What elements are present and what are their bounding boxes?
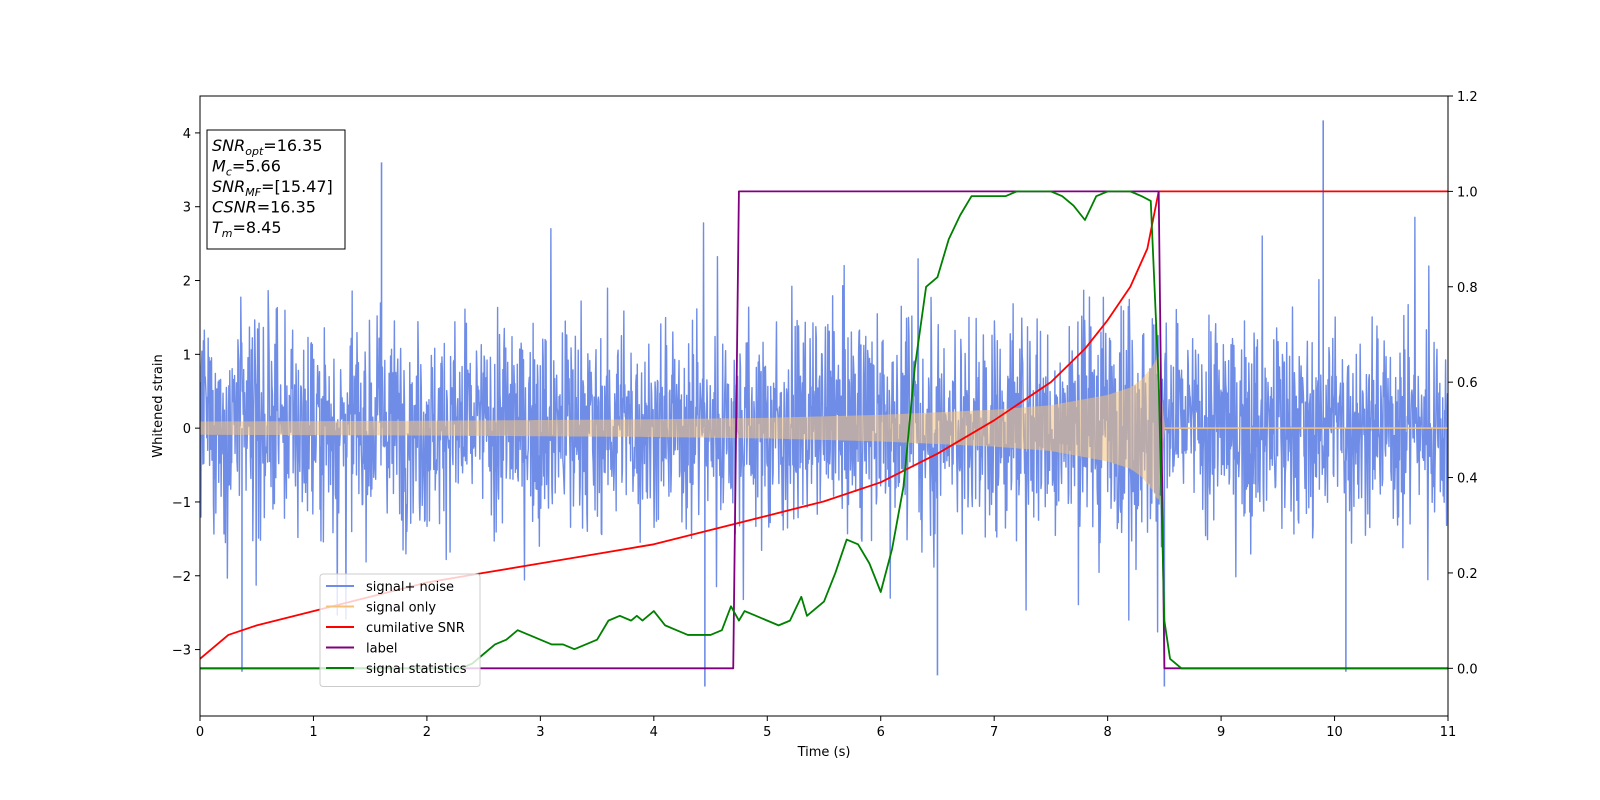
y2-tick-label: 1.0	[1457, 185, 1478, 200]
axes: 0 1 2 3 4 5 6 7 8 9 10 11 −3 −2 −1 0 1 2 3 4 0.0 0.2 0.4 0.6 0.8…	[172, 90, 1478, 740]
annotation-symbol: SNR	[212, 136, 245, 155]
x-tick-label: 4	[650, 725, 658, 740]
y2-tick-label: 0.4	[1457, 472, 1478, 487]
y-tick-label: 4	[183, 127, 191, 142]
legend: signal+ noise signal only cumilative SNR la…	[319, 573, 481, 687]
y-tick-label: 1	[183, 348, 191, 363]
y-tick-label: 0	[183, 422, 191, 437]
series-signal-only-band	[200, 356, 1448, 500]
annotation-value: =16.35	[263, 136, 322, 155]
x-tick-label: 1	[309, 725, 317, 740]
annotation-symbol: T	[212, 218, 223, 237]
annotation-symbol: CSNR	[212, 198, 257, 217]
annotation-subscript: MF	[245, 186, 261, 199]
x-tick-label: 9	[1217, 725, 1225, 740]
x-tick-label: 5	[763, 725, 771, 740]
annotation-subscript: m	[222, 227, 233, 240]
annotation-mc: Mc=5.66	[212, 157, 281, 179]
y-axis-label: Whitened strain	[151, 354, 166, 457]
annotation-box: SNRopt=16.35Mc=5.66SNRMF=[15.47]CSNR=16.…	[206, 129, 346, 250]
x-tick-label: 7	[990, 725, 998, 740]
annotation-symbol: SNR	[212, 177, 245, 196]
annotation-symbol: M	[212, 157, 226, 176]
annotation-tm: Tm=8.45	[212, 218, 282, 240]
annotation-value: =[15.47]	[261, 177, 333, 196]
x-axis-label: Time (s)	[797, 745, 851, 760]
y2-tick-label: 0.8	[1457, 281, 1478, 296]
series-signal-statistics-line	[200, 190, 1448, 670]
y2-tick-label: 1.2	[1457, 90, 1478, 105]
x-tick-label: 8	[1103, 725, 1111, 740]
x-tick-label: 3	[536, 725, 544, 740]
x-tick-label: 6	[877, 725, 885, 740]
annotation-csnr: CSNR=16.35	[212, 198, 316, 217]
y-tick-label: 3	[183, 201, 191, 216]
x-tick-label: 11	[1440, 725, 1457, 740]
y-tick-label: −2	[172, 570, 191, 585]
legend-label-label: label	[366, 642, 397, 657]
annotation-value: =8.45	[233, 218, 282, 237]
annotation-snr-mf: SNRMF=[15.47]	[212, 177, 333, 199]
x-tick-label: 10	[1326, 725, 1343, 740]
legend-label-cumilative-snr: cumilative SNR	[366, 621, 465, 636]
annotation-subscript: opt	[245, 145, 264, 158]
annotation-subscript: c	[226, 166, 232, 179]
y-tick-label: −1	[172, 496, 191, 511]
legend-label-signal-noise: signal+ noise	[366, 580, 454, 595]
legend-label-signal-statistics: signal statistics	[366, 662, 467, 677]
x-tick-label: 0	[196, 725, 204, 740]
y2-tick-label: 0.2	[1457, 567, 1478, 582]
y2-tick-label: 0.6	[1457, 376, 1478, 391]
legend-label-signal-only: signal only	[366, 601, 436, 616]
annotation-snr-opt: SNRopt=16.35	[212, 136, 323, 158]
legend-frame	[319, 573, 481, 687]
x-tick-label: 2	[423, 725, 431, 740]
annotation-box-frame	[206, 129, 346, 250]
annotation-value: =5.66	[232, 157, 281, 176]
y-tick-label: −3	[172, 644, 191, 659]
annotation-value: =16.35	[257, 198, 316, 217]
y2-tick-label: 0.0	[1457, 662, 1478, 677]
y-tick-label: 2	[183, 275, 191, 290]
plot-frame	[199, 95, 1449, 717]
